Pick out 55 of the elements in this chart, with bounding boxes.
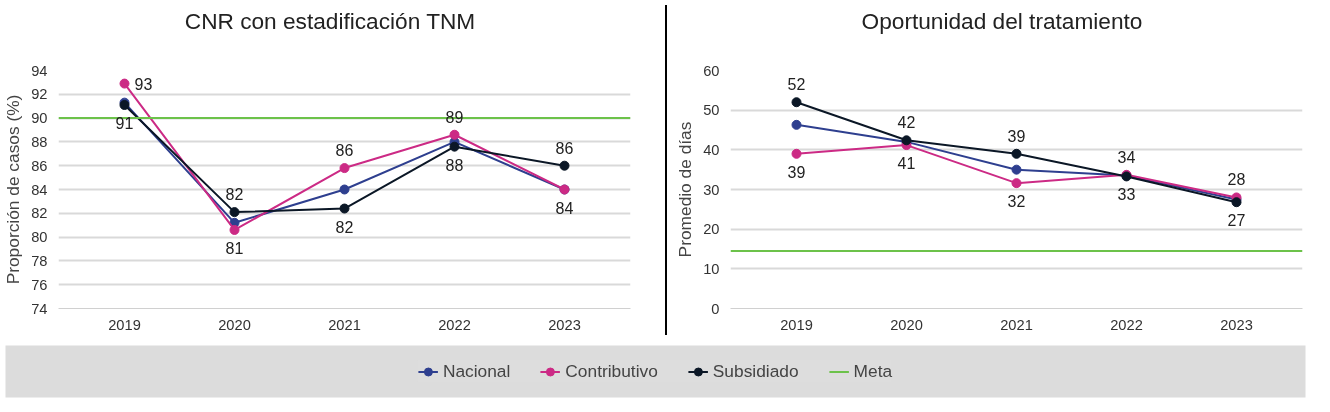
data-label: 82 [335,218,354,236]
y-axis-title: Promedio de días [675,121,696,258]
x-tick-label: 2021 [328,316,361,333]
chart-title: Oportunidad del tratamiento [861,7,1143,36]
y-tick-label: 86 [31,158,48,175]
y-tick-label: 10 [703,261,720,278]
legend-label: Contributivo [565,360,658,382]
y-tick-label: 80 [31,229,48,246]
y-tick-label: 30 [703,181,720,198]
y-tick-label: 92 [31,86,48,103]
x-tick-label: 2022 [1110,316,1143,333]
y-tick-label: 90 [31,110,48,127]
legend-label: Meta [853,360,893,382]
y-tick-label: 20 [703,221,720,238]
y-tick-label: 76 [31,277,48,294]
data-label: 52 [787,76,806,94]
data-label: 93 [134,75,153,93]
x-tick-label: 2020 [890,316,923,333]
y-tick-label: 74 [31,300,48,317]
data-label: 86 [555,140,574,158]
x-tick-label: 2023 [1220,316,1253,333]
data-label: 28 [1227,171,1246,189]
y-tick-label: 40 [703,142,720,159]
y-tick-label: 60 [703,62,720,79]
y-tick-label: 0 [711,300,720,317]
data-label: 91 [115,115,134,133]
y-tick-label: 88 [31,134,48,151]
data-label: 84 [555,199,574,217]
data-label: 27 [1227,212,1246,230]
legend-label: Nacional [442,360,511,382]
data-label: 34 [1117,149,1136,167]
x-tick-label: 2021 [1000,316,1033,333]
data-label: 88 [445,157,464,175]
data-label: 82 [225,186,244,204]
y-axis-title: Proporción de casos (%) [3,95,24,285]
data-label: 86 [335,142,354,160]
x-tick-label: 2019 [780,316,813,333]
data-label: 32 [1007,193,1026,211]
x-tick-label: 2020 [218,316,251,333]
data-label: 39 [787,164,806,182]
data-label: 42 [897,114,916,132]
y-tick-label: 50 [703,102,720,119]
legend-label: Subsidiado [712,360,799,382]
x-tick-label: 2022 [438,316,471,333]
data-label: 39 [1007,128,1026,146]
y-tick-label: 94 [31,62,48,79]
data-label: 33 [1117,186,1136,204]
data-label: 81 [225,240,244,258]
x-tick-label: 2023 [548,316,581,333]
data-label: 41 [897,155,916,173]
y-tick-label: 82 [31,205,48,222]
chart-title: CNR con estadificación TNM [184,7,476,36]
x-tick-label: 2019 [108,316,141,333]
y-tick-label: 78 [31,253,48,270]
y-tick-label: 84 [31,181,48,198]
